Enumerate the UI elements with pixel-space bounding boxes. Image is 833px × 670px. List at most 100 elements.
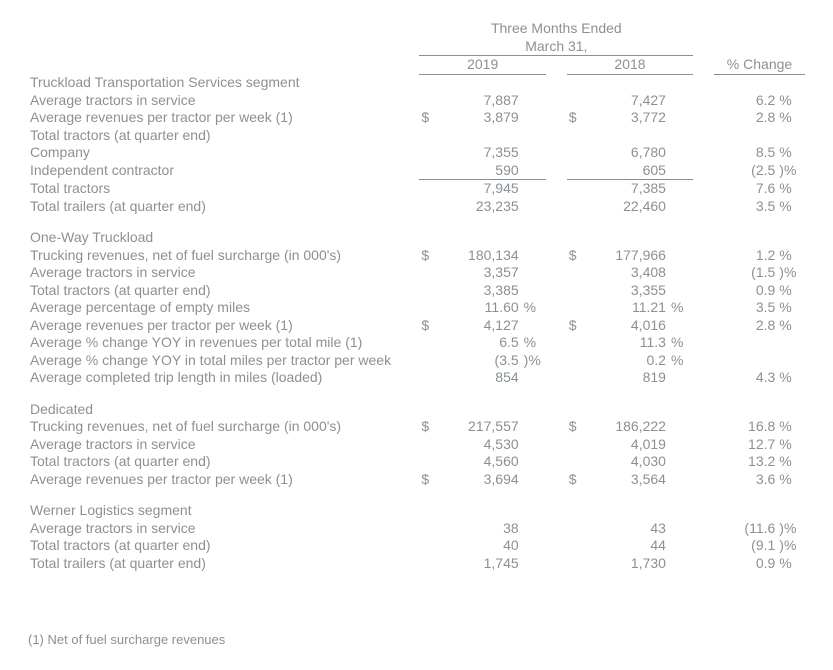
- section-title-row: Dedicated: [28, 401, 805, 419]
- row-label: Average tractors in service: [28, 92, 419, 110]
- percent-unit: %: [777, 436, 805, 454]
- value-2019: 7,355: [440, 144, 521, 162]
- row-label: Average revenues per tractor per week (1…: [28, 317, 419, 335]
- percent-unit: %: [777, 198, 805, 216]
- currency-symbol: [419, 334, 440, 352]
- unit-2018: [668, 180, 693, 198]
- section-title: Truckload Transportation Services segmen…: [28, 74, 419, 92]
- value-2019: 3,385: [440, 282, 521, 300]
- currency-symbol: [567, 127, 588, 145]
- currency-symbol: $: [567, 247, 588, 265]
- percent-unit: %: [777, 109, 805, 127]
- percent-change: 12.7: [714, 436, 777, 454]
- unit-2019: [521, 162, 546, 180]
- value-2019: 3,357: [440, 264, 521, 282]
- value-2018: 6,780: [587, 144, 668, 162]
- unit-2019: [521, 247, 546, 265]
- value-2018: 3,564: [587, 471, 668, 489]
- unit-2018: [668, 453, 693, 471]
- value-2019: 40: [440, 537, 521, 555]
- table-row: Average percentage of empty miles11.60%1…: [28, 299, 805, 317]
- header-period: Three Months Ended March 31,: [419, 20, 693, 56]
- table-row: Total tractors (at quarter end)3,3853,35…: [28, 282, 805, 300]
- unit-2019: %: [521, 334, 546, 352]
- unit-2018: [668, 317, 693, 335]
- currency-symbol: $: [567, 418, 588, 436]
- currency-symbol: [419, 144, 440, 162]
- unit-2019: [521, 471, 546, 489]
- value-2019: 7,887: [440, 92, 521, 110]
- table-row: Average % change YOY in revenues per tot…: [28, 334, 805, 352]
- percent-unit: )%: [777, 520, 805, 538]
- unit-2019: )%: [521, 352, 546, 370]
- table-row: Independent contractor590605(2.5)%: [28, 162, 805, 180]
- unit-2018: [668, 127, 693, 145]
- currency-symbol: [567, 352, 588, 370]
- unit-2019: [521, 453, 546, 471]
- percent-change: 4.3: [714, 369, 777, 387]
- section-title: Werner Logistics segment: [28, 502, 419, 520]
- unit-2018: [668, 436, 693, 454]
- percent-change: 3.5: [714, 198, 777, 216]
- unit-2018: [668, 92, 693, 110]
- percent-change: 1.2: [714, 247, 777, 265]
- table-row: Total tractors (at quarter end): [28, 127, 805, 145]
- value-2019: 38: [440, 520, 521, 538]
- value-2019: 11.60: [440, 299, 521, 317]
- unit-2019: [521, 555, 546, 573]
- table-row: Total tractors7,9457,3857.6%: [28, 180, 805, 198]
- currency-symbol: [567, 555, 588, 573]
- percent-change: (11.6: [714, 520, 777, 538]
- header-year-2018: 2018: [567, 56, 694, 75]
- value-2019: 4,127: [440, 317, 521, 335]
- row-label: Independent contractor: [28, 162, 419, 180]
- unit-2018: [668, 520, 693, 538]
- row-label: Total trailers (at quarter end): [28, 555, 419, 573]
- percent-unit: )%: [777, 537, 805, 555]
- value-2019: 4,530: [440, 436, 521, 454]
- value-2018: 819: [587, 369, 668, 387]
- currency-symbol: [567, 264, 588, 282]
- currency-symbol: $: [419, 247, 440, 265]
- currency-symbol: [419, 127, 440, 145]
- percent-unit: )%: [777, 162, 805, 180]
- unit-2018: %: [668, 334, 693, 352]
- unit-2018: [668, 109, 693, 127]
- period-line2: March 31,: [525, 38, 587, 54]
- percent-unit: %: [777, 418, 805, 436]
- currency-symbol: [419, 436, 440, 454]
- section-title-row: Truckload Transportation Services segmen…: [28, 74, 805, 92]
- unit-2019: [521, 109, 546, 127]
- currency-symbol: $: [419, 418, 440, 436]
- percent-change: (1.5: [714, 264, 777, 282]
- value-2018: 4,016: [587, 317, 668, 335]
- currency-symbol: [419, 92, 440, 110]
- percent-change: [714, 352, 777, 370]
- percent-unit: [777, 352, 805, 370]
- value-2019: 23,235: [440, 198, 521, 216]
- percent-change: [714, 334, 777, 352]
- percent-unit: )%: [777, 264, 805, 282]
- percent-change: 7.6: [714, 180, 777, 198]
- row-label: Total tractors (at quarter end): [28, 537, 419, 555]
- currency-symbol: [419, 299, 440, 317]
- value-2019: [440, 127, 521, 145]
- percent-change: [714, 127, 777, 145]
- unit-2019: [521, 537, 546, 555]
- value-2019: 590: [440, 162, 521, 180]
- value-2018: 7,385: [587, 180, 668, 198]
- unit-2019: [521, 144, 546, 162]
- currency-symbol: [567, 453, 588, 471]
- unit-2018: %: [668, 299, 693, 317]
- table-row: Total trailers (at quarter end)1,7451,73…: [28, 555, 805, 573]
- currency-symbol: [567, 180, 588, 198]
- section-title: Dedicated: [28, 401, 419, 419]
- table-header: Three Months Ended March 31, 2019 2018 %…: [28, 20, 805, 74]
- table-row: Average tractors in service3843(11.6)%: [28, 520, 805, 538]
- unit-2018: [668, 537, 693, 555]
- unit-2018: [668, 471, 693, 489]
- value-2018: 3,408: [587, 264, 668, 282]
- percent-unit: %: [777, 144, 805, 162]
- percent-unit: %: [777, 317, 805, 335]
- unit-2018: [668, 369, 693, 387]
